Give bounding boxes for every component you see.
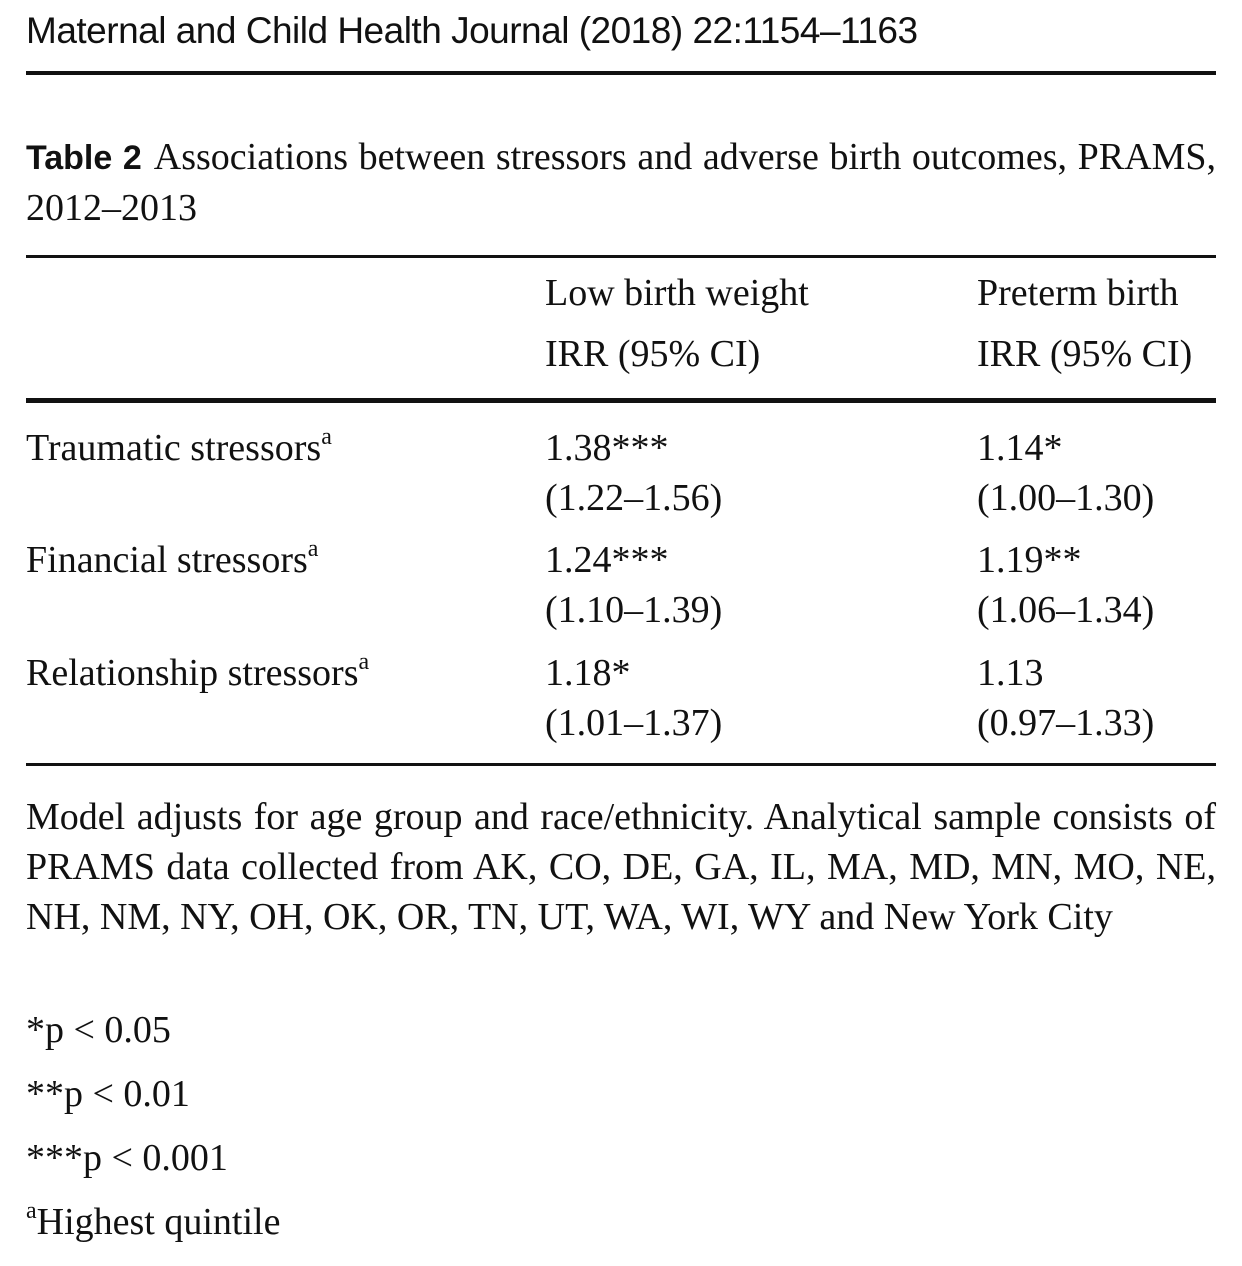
column-subheader-low-birth-weight: IRR (95% CI)	[545, 333, 761, 375]
column-header-preterm-birth: Preterm birth	[977, 272, 1179, 314]
footnote-marker: a	[307, 536, 319, 562]
cell-estimate: 1.19**	[977, 539, 1082, 581]
row-label-relationship: Relationship stressorsa	[26, 649, 370, 694]
footnote-marker: a	[321, 424, 332, 450]
header-rule	[26, 71, 1216, 75]
footnote-p001: ***p < 0.001	[26, 1137, 228, 1179]
row-label-traumatic: Traumatic stressorsa	[26, 424, 332, 469]
footnote-p01: **p < 0.01	[26, 1073, 190, 1115]
table-caption: Table 2 Associations between stressors an…	[26, 132, 1216, 233]
table-header-rule	[26, 398, 1216, 403]
table-top-rule	[26, 255, 1216, 258]
cell-estimate: 1.13	[977, 652, 1044, 694]
cell-ci: (1.10–1.39)	[545, 589, 723, 631]
table-bottom-rule	[26, 763, 1216, 766]
footnote-p05: *p < 0.05	[26, 1009, 171, 1051]
journal-header: Maternal and Child Health Journal (2018)…	[26, 10, 918, 51]
cell-estimate: 1.18*	[545, 652, 631, 694]
column-subheader-preterm-birth: IRR (95% CI)	[977, 333, 1193, 375]
cell-ci: (0.97–1.33)	[977, 702, 1155, 744]
cell-estimate: 1.14*	[977, 427, 1063, 469]
cell-ci: (1.01–1.37)	[545, 702, 723, 744]
cell-ci: (1.00–1.30)	[977, 477, 1155, 519]
row-label-financial: Financial stressorsa	[26, 536, 319, 581]
footnote-marker: a	[26, 1198, 37, 1224]
cell-estimate: 1.24***	[545, 539, 669, 581]
footnote-a: aHighest quintile	[26, 1198, 281, 1243]
table-note: Model adjusts for age group and race/eth…	[26, 796, 1216, 938]
cell-ci: (1.22–1.56)	[545, 477, 723, 519]
cell-estimate: 1.38***	[545, 427, 669, 469]
table-caption-text: Associations between stressors and adver…	[26, 136, 1216, 229]
column-header-low-birth-weight: Low birth weight	[545, 272, 809, 314]
footnote-marker: a	[358, 649, 370, 675]
table-label: Table 2	[26, 139, 142, 177]
cell-ci: (1.06–1.34)	[977, 589, 1155, 631]
